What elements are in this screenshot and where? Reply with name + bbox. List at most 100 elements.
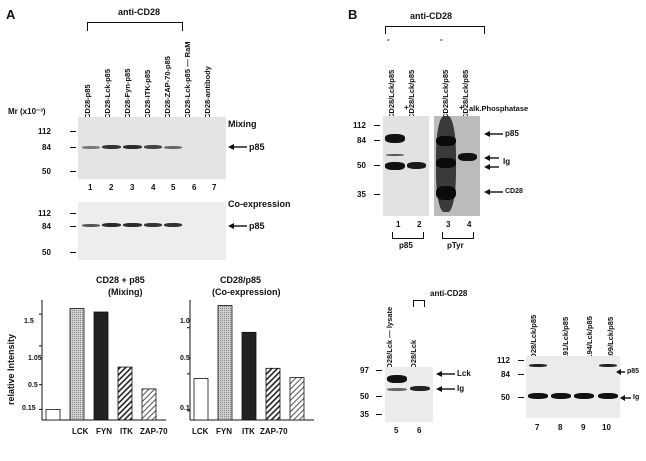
blot-band	[144, 145, 162, 149]
mixing-title: Mixing	[228, 119, 257, 129]
chart-bar	[45, 409, 61, 421]
sign: -	[440, 35, 443, 44]
blot-band	[436, 158, 456, 168]
blot-band	[436, 136, 456, 146]
lane-number: 5	[394, 426, 399, 435]
arrow-icon	[484, 189, 503, 195]
coexpression-blot	[78, 202, 226, 260]
arrow-icon	[616, 369, 625, 375]
bracket	[442, 232, 474, 239]
lane-number: 7	[535, 423, 540, 432]
bracket	[392, 232, 424, 239]
marker-tick	[70, 226, 76, 227]
sign: +	[404, 103, 409, 112]
right-cat-label: ZAP-70	[260, 427, 288, 436]
c-marker: 97	[360, 366, 369, 375]
c-band-lck: Lck	[457, 369, 471, 378]
lane-number: 2	[109, 183, 114, 192]
left-ytick: 0.15	[22, 405, 36, 412]
lane-number: 1	[396, 220, 401, 229]
marker-tick	[374, 165, 380, 166]
marker-tick	[376, 396, 382, 397]
right-chart-subtitle: (Co-expression)	[212, 287, 281, 297]
d-band-p85: p85	[627, 368, 640, 375]
blot-band	[407, 162, 426, 169]
lane-number: 1	[88, 183, 93, 192]
arrow-icon	[484, 164, 499, 170]
d-marker: 50	[501, 393, 510, 402]
lane-number: 5	[171, 183, 176, 192]
marker-tick	[518, 374, 524, 375]
coexp-marker-112: 112	[38, 209, 51, 218]
lane-number: 9	[581, 423, 586, 432]
group-label-ptyr: pTyr	[447, 241, 464, 250]
group-label-p85: p85	[399, 241, 413, 250]
chart-bar	[241, 331, 257, 421]
right-ytick: 0.5	[180, 355, 190, 362]
c-marker: 35	[360, 410, 369, 419]
marker-tick	[518, 397, 524, 398]
blot-band	[599, 364, 617, 367]
blot-band	[436, 186, 456, 200]
lane-number: 6	[417, 426, 422, 435]
coexpression-title: Co-expression	[228, 199, 291, 209]
blot-band	[458, 153, 477, 161]
blot-b-left	[383, 116, 429, 216]
right-cat-label: LCK	[192, 427, 209, 436]
phosphatase-label: alk.Phosphatase	[469, 104, 529, 113]
blot-d	[526, 356, 620, 418]
arrow-icon	[484, 131, 503, 137]
lane-number: 6	[192, 183, 197, 192]
blot-band	[164, 223, 182, 227]
blot-band	[574, 393, 594, 399]
right-cat-label: ITK	[242, 427, 255, 436]
b-marker: 84	[357, 136, 366, 145]
blot-band	[528, 393, 548, 399]
left-ytick: 0.5	[28, 382, 38, 389]
marker-tick	[376, 414, 382, 415]
panel-a-antibody-label: anti-CD28	[118, 7, 161, 17]
b-marker: 112	[353, 121, 366, 130]
blot-band	[385, 162, 405, 170]
blot-band	[164, 146, 182, 149]
lane-number: 4	[151, 183, 156, 192]
lane-number: 2	[417, 220, 422, 229]
coexp-marker-50: 50	[42, 248, 51, 257]
blot-c	[385, 367, 433, 422]
chart-bar	[69, 308, 85, 421]
left-cat-label: ZAP-70	[140, 427, 168, 436]
marker-tick	[374, 140, 380, 141]
mixing-marker-112: 112	[38, 127, 51, 136]
blot-band	[387, 388, 407, 391]
left-ytick: 1.5	[24, 318, 34, 325]
panel-b-letter: B	[348, 7, 358, 22]
blot-b-right	[434, 116, 480, 216]
blot-band	[598, 393, 618, 399]
d-marker: 112	[497, 356, 510, 365]
marker-tick	[374, 194, 380, 195]
chart-bar	[289, 377, 305, 421]
chart-bar	[217, 305, 233, 421]
chart-bar	[193, 378, 209, 421]
d-band-ig: Ig	[633, 394, 640, 401]
mixing-band-label: p85	[249, 142, 265, 152]
panel-b-lane-label: CD28/Lck/p85	[387, 69, 396, 119]
blot-band	[410, 386, 430, 391]
blot-band	[82, 224, 100, 227]
b-band-p85: p85	[505, 129, 519, 138]
blot-band	[551, 393, 571, 399]
blot-band	[123, 145, 142, 149]
coexp-marker-84: 84	[42, 222, 51, 231]
left-chart-subtitle: (Mixing)	[108, 287, 143, 297]
arrow-icon	[436, 386, 455, 392]
marker-tick	[70, 252, 76, 253]
panel-a-bracket	[87, 22, 183, 31]
blot-band	[385, 134, 405, 143]
arrow-icon	[228, 144, 247, 150]
arrow-icon	[620, 395, 631, 401]
right-chart-title: CD28/p85	[220, 275, 262, 285]
mixing-marker-84: 84	[42, 143, 51, 152]
chart-bar	[93, 311, 109, 421]
marker-tick	[374, 125, 380, 126]
